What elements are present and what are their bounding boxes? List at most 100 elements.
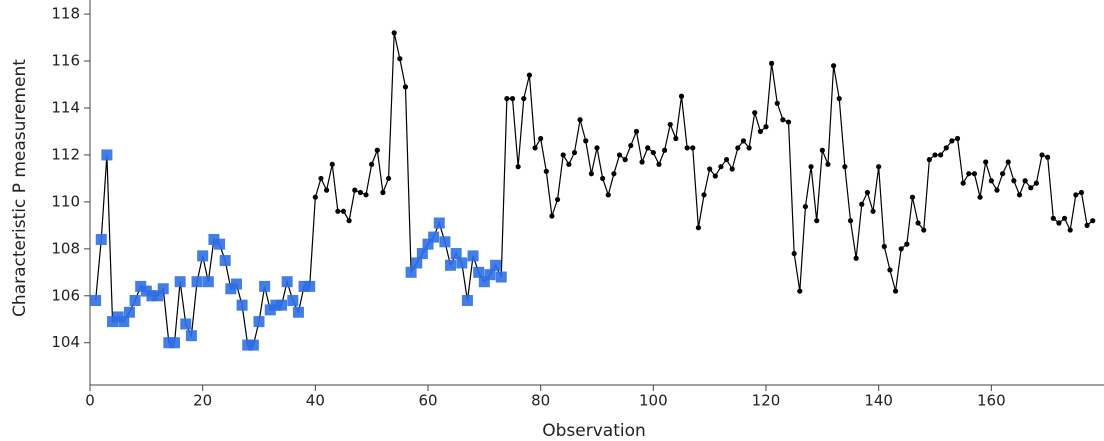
marker (898, 246, 904, 252)
marker (628, 142, 634, 149)
selected-marker (197, 250, 209, 262)
selected-marker (174, 276, 186, 288)
marker (932, 152, 938, 158)
marker (870, 208, 876, 214)
selected-marker (281, 276, 293, 288)
x-tick-label: 160 (977, 392, 1006, 410)
selected-marker (473, 266, 485, 278)
marker (780, 117, 786, 123)
selected-marker (422, 238, 434, 250)
selected-marker (152, 290, 164, 302)
marker (797, 288, 803, 294)
marker (836, 95, 842, 102)
marker (554, 196, 561, 203)
x-tick-label: 80 (531, 392, 550, 410)
selected-marker (270, 299, 282, 311)
marker (504, 95, 510, 102)
marker (600, 175, 606, 182)
marker (819, 147, 825, 153)
marker (1016, 192, 1023, 198)
marker (921, 227, 927, 233)
marker (538, 135, 544, 142)
marker (346, 218, 352, 224)
marker (583, 138, 589, 144)
selected-marker (242, 339, 254, 351)
marker (712, 173, 718, 179)
marker (363, 192, 369, 198)
selected-marker (478, 276, 490, 288)
marker (594, 145, 600, 151)
marker (791, 250, 797, 257)
selected-marker (411, 257, 423, 269)
selected-marker (450, 248, 462, 260)
marker (560, 152, 566, 158)
selected-marker (259, 280, 271, 292)
marker (1000, 171, 1006, 177)
marker (369, 161, 375, 167)
selected-marker (495, 271, 507, 283)
y-tick-label: 106 (51, 286, 80, 304)
marker (853, 255, 859, 261)
marker (380, 189, 386, 196)
selected-marker (433, 217, 445, 229)
marker (577, 117, 583, 123)
marker (515, 164, 521, 170)
marker (509, 95, 516, 102)
selected-marker (264, 304, 276, 316)
selected-marker (118, 316, 130, 328)
marker (802, 203, 809, 210)
x-tick-label: 40 (306, 392, 325, 410)
y-tick-label: 112 (51, 145, 80, 163)
selected-marker (456, 257, 468, 269)
marker (808, 164, 814, 170)
marker (645, 145, 651, 151)
marker (340, 208, 347, 214)
marker (402, 84, 409, 90)
marker (566, 161, 572, 167)
selected-marker (169, 337, 180, 349)
marker (926, 157, 932, 163)
selected-marker (157, 283, 169, 295)
x-tick-label: 60 (418, 392, 437, 410)
y-axis-title: Characteristic P measurement (10, 59, 30, 317)
marker (656, 161, 662, 167)
marker (881, 243, 887, 250)
marker (633, 128, 640, 135)
x-tick-label: 140 (864, 392, 893, 410)
marker (904, 241, 910, 247)
y-tick-label: 110 (51, 192, 80, 210)
marker (605, 192, 611, 198)
marker (312, 194, 318, 200)
marker (1005, 159, 1011, 165)
selected-marker (208, 233, 220, 245)
marker (532, 145, 538, 151)
selected-marker (140, 285, 152, 297)
selected-marker (163, 337, 175, 349)
marker (740, 138, 747, 144)
marker (324, 187, 330, 193)
marker (831, 63, 837, 69)
marker (1061, 215, 1068, 221)
marker (752, 110, 758, 116)
marker (357, 189, 363, 196)
marker (983, 159, 989, 165)
marker (571, 149, 578, 156)
marker (938, 152, 944, 158)
marker (1084, 222, 1090, 228)
selected-marker (428, 231, 440, 243)
marker (1050, 215, 1056, 221)
marker (729, 166, 735, 172)
marker (397, 56, 403, 62)
y-tick-label: 104 (51, 333, 80, 351)
selected-marker (90, 294, 102, 306)
selected-marker (484, 269, 496, 281)
series-line (95, 32, 1094, 346)
marker (943, 145, 949, 151)
marker (543, 168, 549, 174)
marker (1028, 185, 1034, 191)
marker (723, 157, 730, 163)
y-tick-label: 108 (51, 239, 80, 257)
marker (746, 145, 752, 151)
marker (915, 220, 921, 226)
selected-marker (214, 238, 226, 250)
